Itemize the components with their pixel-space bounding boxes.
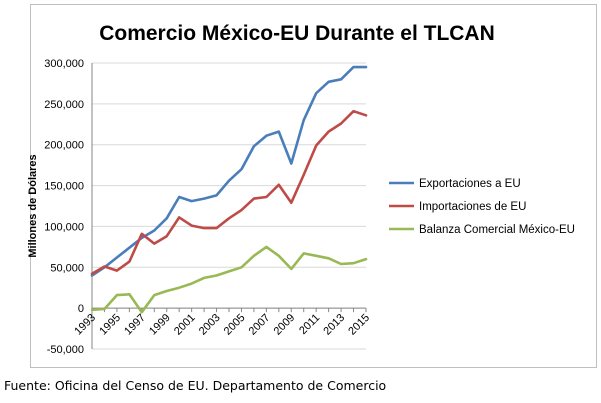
x-tick-label: 1995 — [97, 312, 123, 338]
legend-label: Balanza Comercial México-EU — [419, 224, 575, 236]
x-tick-label: 2007 — [247, 312, 273, 338]
x-tick-label: 2003 — [197, 312, 223, 338]
x-tick-label: 2009 — [272, 312, 298, 338]
x-tick-label: 1993 — [72, 312, 98, 338]
y-tick-label: -50,000 — [47, 344, 84, 356]
x-tick-label: 2005 — [222, 312, 248, 338]
y-axis-label: Millones de Dólares — [27, 154, 39, 257]
y-tick-label: 250,000 — [44, 99, 84, 111]
source-note: Fuente: Oficina del Censo de EU. Departa… — [4, 378, 387, 393]
y-tick-label: 200,000 — [44, 140, 84, 152]
x-tick-label: 2001 — [172, 312, 198, 338]
series-line-3 — [90, 245, 368, 314]
legend-label: Importaciones de EU — [419, 201, 526, 213]
x-tick-label: 1999 — [147, 312, 173, 338]
series-line-2 — [90, 109, 368, 276]
x-tick-label: 2011 — [297, 312, 322, 337]
x-tick-label: 2015 — [346, 312, 372, 338]
y-tick-label: 300,000 — [44, 58, 84, 70]
y-tick-label: 100,000 — [44, 221, 84, 233]
x-tick-label: 1997 — [122, 312, 148, 338]
y-tick-label: 50,000 — [50, 262, 84, 274]
x-tick-label: 2013 — [321, 312, 347, 338]
y-tick-label: 0 — [78, 303, 84, 315]
chart-title: Comercio México-EU Durante el TLCAN — [99, 22, 495, 45]
y-tick-label: 150,000 — [44, 181, 84, 193]
legend-label: Exportaciones a EU — [419, 178, 521, 190]
series-line-1 — [90, 65, 368, 277]
